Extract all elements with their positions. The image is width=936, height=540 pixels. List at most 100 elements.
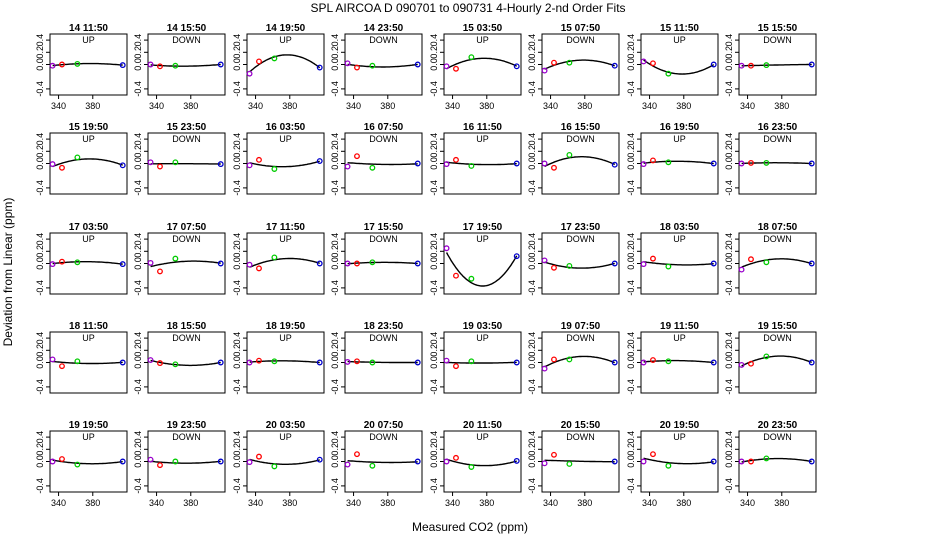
data-point bbox=[316, 456, 323, 463]
data-point bbox=[611, 161, 618, 168]
data-point bbox=[468, 54, 475, 61]
data-point bbox=[49, 161, 56, 168]
y-tick-label: 0.4 bbox=[527, 34, 537, 47]
data-point bbox=[344, 461, 351, 468]
y-tick-label: 0.4 bbox=[232, 233, 242, 246]
y-tick-label: 0.0 bbox=[429, 58, 439, 71]
panel-mode-label: DOWN bbox=[566, 35, 595, 45]
fit-curve bbox=[544, 459, 615, 463]
panel-mode-label: DOWN bbox=[566, 333, 595, 343]
y-tick-label: 0.4 bbox=[626, 431, 636, 444]
data-point bbox=[443, 63, 450, 70]
y-tick-label: 0.4 bbox=[35, 431, 45, 444]
panel-mode-label: DOWN bbox=[172, 35, 201, 45]
data-point bbox=[246, 261, 253, 268]
y-tick-label: 0.0 bbox=[626, 455, 636, 468]
y-tick-label: 0.2 bbox=[626, 245, 636, 258]
data-point bbox=[414, 61, 421, 68]
data-point bbox=[246, 359, 253, 366]
data-point bbox=[256, 453, 262, 460]
panel-mode-label: UP bbox=[476, 234, 489, 244]
panel-mode-label: DOWN bbox=[763, 35, 792, 45]
data-point bbox=[271, 166, 278, 172]
y-tick-label: -0.4 bbox=[429, 379, 439, 395]
data-point bbox=[443, 357, 450, 364]
panel-title: 20 19:50 bbox=[660, 420, 700, 431]
y-tick-label: 0.2 bbox=[527, 145, 537, 158]
panel-title: 19 19:50 bbox=[69, 420, 109, 431]
y-tick-label: 0.2 bbox=[330, 46, 340, 59]
y-tick-label: -0.4 bbox=[330, 81, 340, 97]
data-point bbox=[271, 55, 278, 62]
panel-title: 18 03:50 bbox=[660, 222, 700, 233]
y-tick-label: -0.4 bbox=[626, 280, 636, 296]
y-tick-label: 0.0 bbox=[527, 257, 537, 270]
y-tick-label: 0.4 bbox=[35, 34, 45, 47]
y-tick-label: 0.4 bbox=[724, 34, 734, 47]
panel-mode-label: UP bbox=[279, 234, 292, 244]
panel-title: 16 03:50 bbox=[266, 122, 306, 133]
data-point bbox=[611, 62, 618, 69]
y-tick-label: -0.4 bbox=[35, 379, 45, 395]
panel-mode-label: UP bbox=[279, 134, 292, 144]
data-point bbox=[748, 360, 754, 367]
data-point bbox=[513, 457, 520, 464]
y-tick-label: 0.4 bbox=[429, 431, 439, 444]
panel-mode-label: DOWN bbox=[566, 134, 595, 144]
data-point bbox=[443, 161, 450, 168]
data-point bbox=[172, 159, 179, 166]
y-tick-label: 0.2 bbox=[232, 46, 242, 59]
x-tick-label: 380 bbox=[577, 498, 592, 508]
data-point bbox=[119, 62, 126, 69]
data-point bbox=[59, 363, 65, 370]
y-tick-label: 0.2 bbox=[35, 245, 45, 258]
data-point bbox=[710, 458, 717, 465]
panel-mode-label: DOWN bbox=[369, 134, 398, 144]
data-point bbox=[414, 359, 421, 366]
data-point bbox=[566, 356, 573, 363]
data-point bbox=[763, 455, 770, 462]
data-point bbox=[541, 160, 548, 167]
panel-title: 15 23:50 bbox=[167, 122, 207, 133]
data-point bbox=[443, 245, 450, 252]
y-tick-label: 0.2 bbox=[35, 145, 45, 158]
data-point bbox=[49, 62, 56, 69]
data-point bbox=[611, 458, 618, 465]
data-point bbox=[147, 259, 154, 266]
y-tick-label: 0.0 bbox=[724, 157, 734, 170]
panel-mode-label: UP bbox=[476, 333, 489, 343]
data-point bbox=[74, 259, 81, 266]
data-point bbox=[246, 459, 253, 466]
data-point bbox=[513, 63, 520, 70]
data-point bbox=[748, 458, 754, 465]
panel-mode-label: DOWN bbox=[369, 35, 398, 45]
panel-title: 19 07:50 bbox=[561, 321, 601, 332]
fit-curve bbox=[741, 355, 812, 367]
fit-curve bbox=[446, 57, 517, 70]
data-point bbox=[316, 260, 323, 267]
data-point bbox=[217, 61, 224, 68]
panel-title: 20 03:50 bbox=[266, 420, 306, 431]
data-point bbox=[710, 359, 717, 366]
data-point bbox=[566, 152, 573, 158]
data-point bbox=[246, 162, 253, 169]
fit-curve bbox=[150, 460, 221, 464]
x-tick-label: 340 bbox=[149, 498, 164, 508]
y-tick-label: -0.4 bbox=[626, 379, 636, 395]
y-tick-label: -0.4 bbox=[35, 478, 45, 494]
y-tick-label: 0.0 bbox=[35, 356, 45, 369]
data-point bbox=[217, 458, 224, 465]
data-point bbox=[271, 254, 278, 261]
data-point bbox=[453, 65, 459, 72]
y-tick-label: 0.4 bbox=[330, 332, 340, 345]
y-tick-label: 0.0 bbox=[429, 257, 439, 270]
panel-mode-label: UP bbox=[673, 134, 686, 144]
